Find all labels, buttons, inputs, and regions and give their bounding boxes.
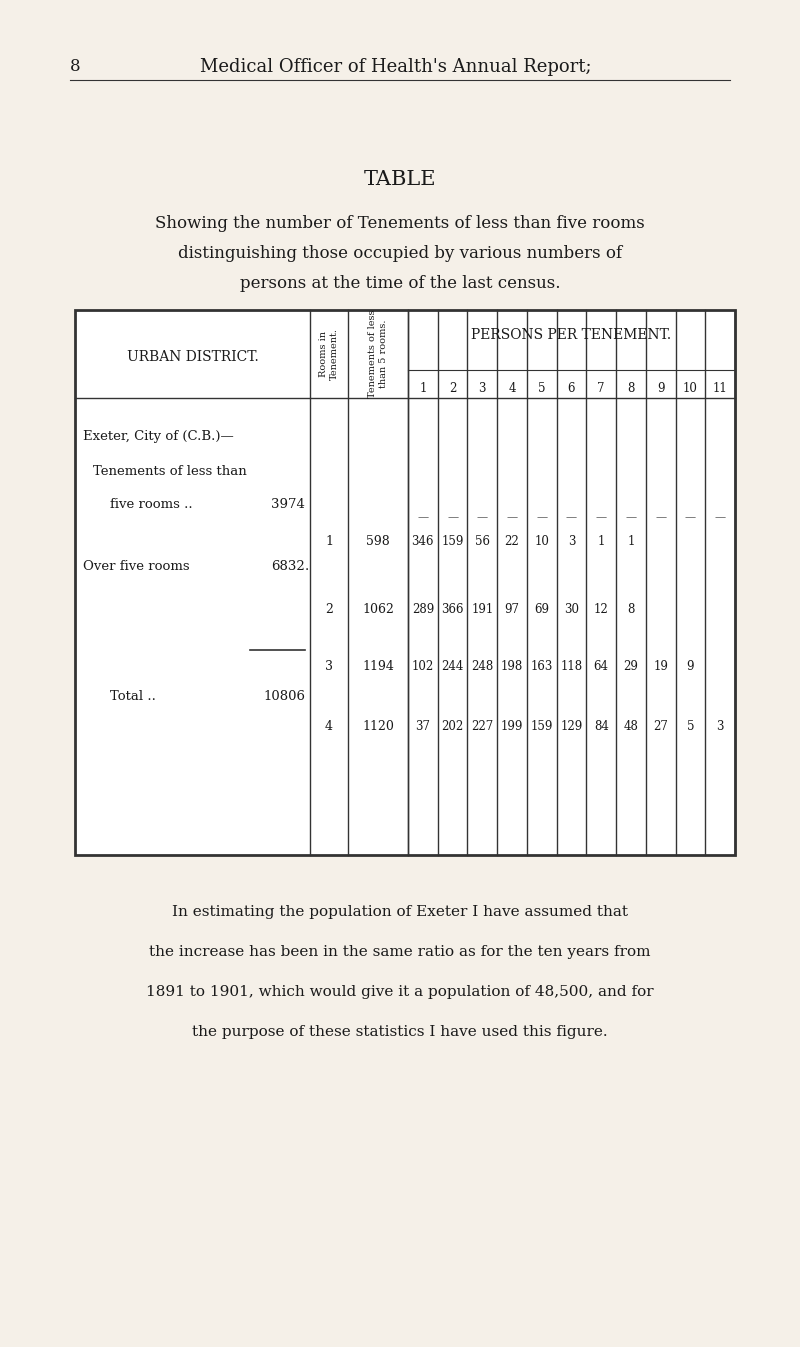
Text: URBAN DISTRICT.: URBAN DISTRICT. [126, 350, 258, 364]
Text: 289: 289 [412, 603, 434, 616]
Text: —: — [506, 512, 518, 523]
Text: —: — [714, 512, 726, 523]
Text: 1891 to 1901, which would give it a population of 48,500, and for: 1891 to 1901, which would give it a popu… [146, 985, 654, 999]
Text: Medical Officer of Health's Annual Report;: Medical Officer of Health's Annual Repor… [200, 58, 592, 75]
Text: persons at the time of the last census.: persons at the time of the last census. [240, 275, 560, 292]
Text: 1194: 1194 [362, 660, 394, 674]
Text: 30: 30 [564, 603, 579, 616]
Text: 97: 97 [505, 603, 519, 616]
Text: 10806: 10806 [263, 690, 305, 703]
Text: —: — [566, 512, 577, 523]
Text: 1120: 1120 [362, 721, 394, 733]
Text: 11: 11 [713, 383, 727, 395]
Text: 8: 8 [70, 58, 81, 75]
Text: 159: 159 [442, 535, 464, 548]
Text: 10: 10 [534, 535, 550, 548]
Text: 202: 202 [442, 721, 464, 733]
Text: —: — [477, 512, 488, 523]
Text: 159: 159 [530, 721, 553, 733]
Text: —: — [626, 512, 637, 523]
Text: In estimating the population of Exeter I have assumed that: In estimating the population of Exeter I… [172, 905, 628, 919]
Text: 69: 69 [534, 603, 550, 616]
Text: 3: 3 [478, 383, 486, 395]
Text: 5: 5 [538, 383, 546, 395]
Text: —: — [418, 512, 429, 523]
Text: Over five rooms: Over five rooms [83, 560, 190, 572]
Text: 9: 9 [686, 660, 694, 674]
Text: 4: 4 [508, 383, 516, 395]
Text: 9: 9 [657, 383, 665, 395]
Text: distinguishing those occupied by various numbers of: distinguishing those occupied by various… [178, 245, 622, 263]
Text: Tenements of less
than 5 rooms.: Tenements of less than 5 rooms. [368, 310, 388, 399]
Text: —: — [596, 512, 606, 523]
Text: 3: 3 [325, 660, 333, 674]
Text: 1: 1 [419, 383, 426, 395]
Text: 598: 598 [366, 535, 390, 548]
Text: 129: 129 [560, 721, 582, 733]
Text: 1: 1 [598, 535, 605, 548]
Text: PERSONS PER TENEMENT.: PERSONS PER TENEMENT. [471, 329, 671, 342]
Text: 2: 2 [449, 383, 456, 395]
Text: 6: 6 [568, 383, 575, 395]
Text: 1062: 1062 [362, 603, 394, 616]
Bar [75, 310, 735, 855]
Text: 346: 346 [412, 535, 434, 548]
Text: 48: 48 [623, 721, 638, 733]
Text: 29: 29 [623, 660, 638, 674]
Text: 64: 64 [594, 660, 609, 674]
Text: 163: 163 [530, 660, 553, 674]
Text: 227: 227 [471, 721, 494, 733]
Text: 102: 102 [412, 660, 434, 674]
Text: 8: 8 [627, 383, 634, 395]
Text: Tenements of less than: Tenements of less than [93, 465, 246, 478]
Text: 8: 8 [627, 603, 634, 616]
Text: 3: 3 [716, 721, 724, 733]
Text: .: . [305, 560, 310, 572]
Text: TABLE: TABLE [364, 170, 436, 189]
Text: 6832: 6832 [271, 560, 305, 572]
Text: 37: 37 [415, 721, 430, 733]
Text: five rooms ..: five rooms .. [110, 498, 193, 511]
Text: 1: 1 [325, 535, 333, 548]
Text: 198: 198 [501, 660, 523, 674]
Text: —: — [536, 512, 547, 523]
Text: 366: 366 [442, 603, 464, 616]
Text: 118: 118 [561, 660, 582, 674]
Text: 19: 19 [654, 660, 668, 674]
Text: 2: 2 [325, 603, 333, 616]
Text: —: — [685, 512, 696, 523]
Text: 191: 191 [471, 603, 494, 616]
Text: Total ..: Total .. [110, 690, 156, 703]
Text: 22: 22 [505, 535, 519, 548]
Text: 7: 7 [598, 383, 605, 395]
Text: Showing the number of Tenements of less than five rooms: Showing the number of Tenements of less … [155, 216, 645, 232]
Text: 244: 244 [442, 660, 464, 674]
Text: Exeter, City of (C.B.)—: Exeter, City of (C.B.)— [83, 430, 234, 443]
Text: the increase has been in the same ratio as for the ten years from: the increase has been in the same ratio … [150, 946, 650, 959]
Text: 84: 84 [594, 721, 609, 733]
Text: 199: 199 [501, 721, 523, 733]
Text: 4: 4 [325, 721, 333, 733]
Text: Rooms in
Tenement.: Rooms in Tenement. [319, 329, 338, 380]
Text: 3974: 3974 [271, 498, 305, 511]
Text: 10: 10 [683, 383, 698, 395]
Text: the purpose of these statistics I have used this figure.: the purpose of these statistics I have u… [192, 1025, 608, 1039]
Text: 56: 56 [475, 535, 490, 548]
Text: 27: 27 [654, 721, 668, 733]
Text: 248: 248 [471, 660, 494, 674]
Text: —: — [655, 512, 666, 523]
Text: —: — [447, 512, 458, 523]
Text: 12: 12 [594, 603, 609, 616]
Text: 3: 3 [568, 535, 575, 548]
Text: 1: 1 [627, 535, 634, 548]
Text: 5: 5 [686, 721, 694, 733]
